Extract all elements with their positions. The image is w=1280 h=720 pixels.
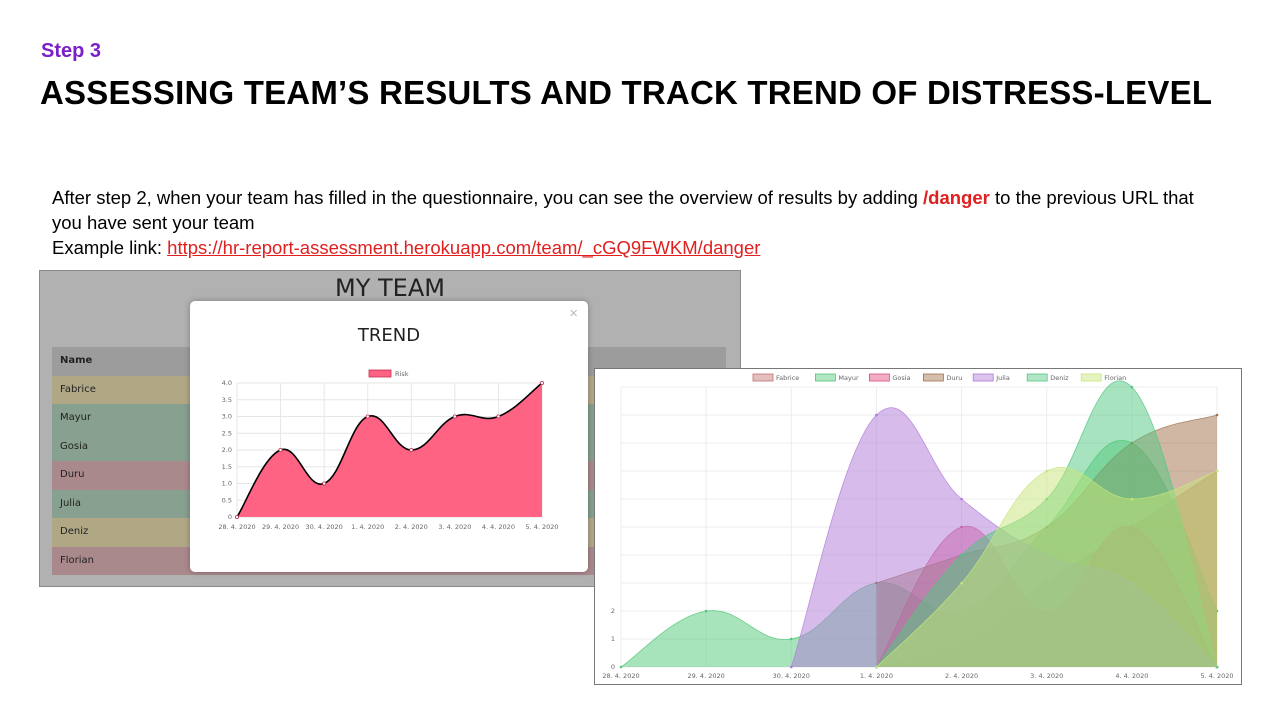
legend-swatch-deniz[interactable] [1026,373,1048,382]
point-mayur[interactable] [789,637,793,641]
team-chart-screenshot: Fabrice Mayur Gosia Duru Julia Deniz Florian 2 1… [594,368,1242,685]
trend-chart: Risk 4.0 3.5 3.0 2.5 2.0 1.5 1.0 0.5 0 28. 4. 2020… [218,369,559,531]
risk-point[interactable] [278,448,283,453]
team-title: MY TEAM [335,274,445,302]
legend-swatch-julia[interactable] [972,373,994,382]
y-tick-label: 0.5 [222,496,232,504]
y-tick-label: 2 [611,607,615,615]
x-tick-label: 5. 4. 2020 [1200,672,1233,680]
instructions-part1: After step 2, when your team has filled … [52,187,924,208]
x-tick-label: 2. 4. 2020 [395,523,428,531]
point-duru[interactable] [1215,413,1219,417]
point-florian[interactable] [1130,497,1134,501]
point-florian[interactable] [1215,469,1219,473]
x-tick-label: 1. 4. 2020 [860,672,893,680]
point-julia[interactable] [875,413,878,417]
y-tick-label: 1.5 [222,463,232,471]
x-tick-label: 4. 4. 2020 [482,523,515,531]
risk-point[interactable] [365,414,370,419]
point-julia[interactable] [960,497,963,501]
risk-point[interactable] [496,414,501,419]
instructions-paragraph: After step 2, when your team has filled … [52,185,1212,235]
x-tick-label: 29. 4. 2020 [262,523,299,531]
legend-swatch-risk[interactable] [368,369,392,378]
trend-title: TREND [357,325,421,346]
legend-label-florian: Florian [1104,374,1126,382]
legend-label-risk: Risk [395,370,409,378]
risk-area [237,383,542,517]
legend-swatch-mayur[interactable] [814,373,836,382]
legend-swatch-gosia[interactable] [868,373,890,382]
instructions-part2: to the previous URL that you have sent y… [52,187,1194,233]
y-tick-label: 4.0 [222,379,232,387]
x-tick-label: 4. 4. 2020 [1115,672,1148,680]
instructions-text: After step 2, when your team has filled … [52,185,1212,260]
y-tick-label: 1.0 [222,480,232,488]
close-icon[interactable]: × [569,305,578,322]
point-deniz[interactable] [960,553,963,557]
danger-highlight: /danger [923,187,990,208]
x-tick-label: 3. 4. 2020 [438,523,471,531]
x-tick-label: 2. 4. 2020 [945,672,978,680]
risk-point[interactable] [539,380,544,385]
legend-label-gosia: Gosia [892,374,910,382]
x-tick-label: 29. 4. 2020 [688,672,725,680]
x-tick-label: 28. 4. 2020 [602,672,639,680]
example-line: Example link: https://hr-report-assessme… [52,235,1212,260]
y-tick-label: 3.5 [222,396,232,404]
risk-point[interactable] [235,514,240,519]
legend-label-julia: Julia [995,374,1010,382]
legend-swatch-duru[interactable] [922,373,944,382]
y-tick-label: 0 [228,513,232,521]
legend-label-fabrice: Fabrice [776,374,799,382]
risk-point[interactable] [409,448,414,453]
legend-swatch-fabrice[interactable] [752,373,774,382]
point-mayur[interactable] [704,609,708,613]
risk-point[interactable] [322,481,327,486]
point-julia[interactable] [789,665,793,669]
step-label: Step 3 [41,40,102,62]
risk-point[interactable] [452,414,457,419]
trend-modal: × TREND Risk 4.0 3.5 3.0 2.5 2.0 1.5 1.0 0.5 0 28.… [190,301,588,572]
y-tick-label: 2.0 [222,446,232,454]
legend-swatch-florian[interactable] [1080,373,1102,382]
legend-label-duru: Duru [946,374,962,382]
y-tick-label: 0 [611,663,615,671]
y-tick-label: 1 [611,635,615,643]
y-tick-label: 2.5 [222,429,232,437]
point-deniz[interactable] [1130,385,1134,389]
point-florian[interactable] [875,665,878,669]
example-label: Example link: [52,237,168,258]
x-tick-label: 3. 4. 2020 [1030,672,1063,680]
slide-title: ASSESSING TEAM’S RESULTS AND TRACK TREND… [40,74,1213,111]
x-tick-label: 30. 4. 2020 [306,523,343,531]
x-tick-label: 30. 4. 2020 [773,672,810,680]
example-link[interactable]: https://hr-report-assessment.herokuapp.c… [167,237,761,258]
area-florian [876,467,1217,667]
x-tick-label: 1. 4. 2020 [351,523,384,531]
point-mayur[interactable] [619,665,623,669]
legend-label-deniz: Deniz [1050,374,1069,382]
line-florian [876,466,1218,668]
point-florian[interactable] [960,581,963,585]
point-florian[interactable] [1045,469,1049,473]
x-tick-label: 28. 4. 2020 [218,523,255,531]
y-tick-label: 3.0 [222,413,232,421]
legend-label-mayur: Mayur [838,374,859,382]
team-chart: Fabrice Mayur Gosia Duru Julia Deniz Florian 2 1… [602,373,1234,680]
x-tick-label: 5. 4. 2020 [525,523,558,531]
